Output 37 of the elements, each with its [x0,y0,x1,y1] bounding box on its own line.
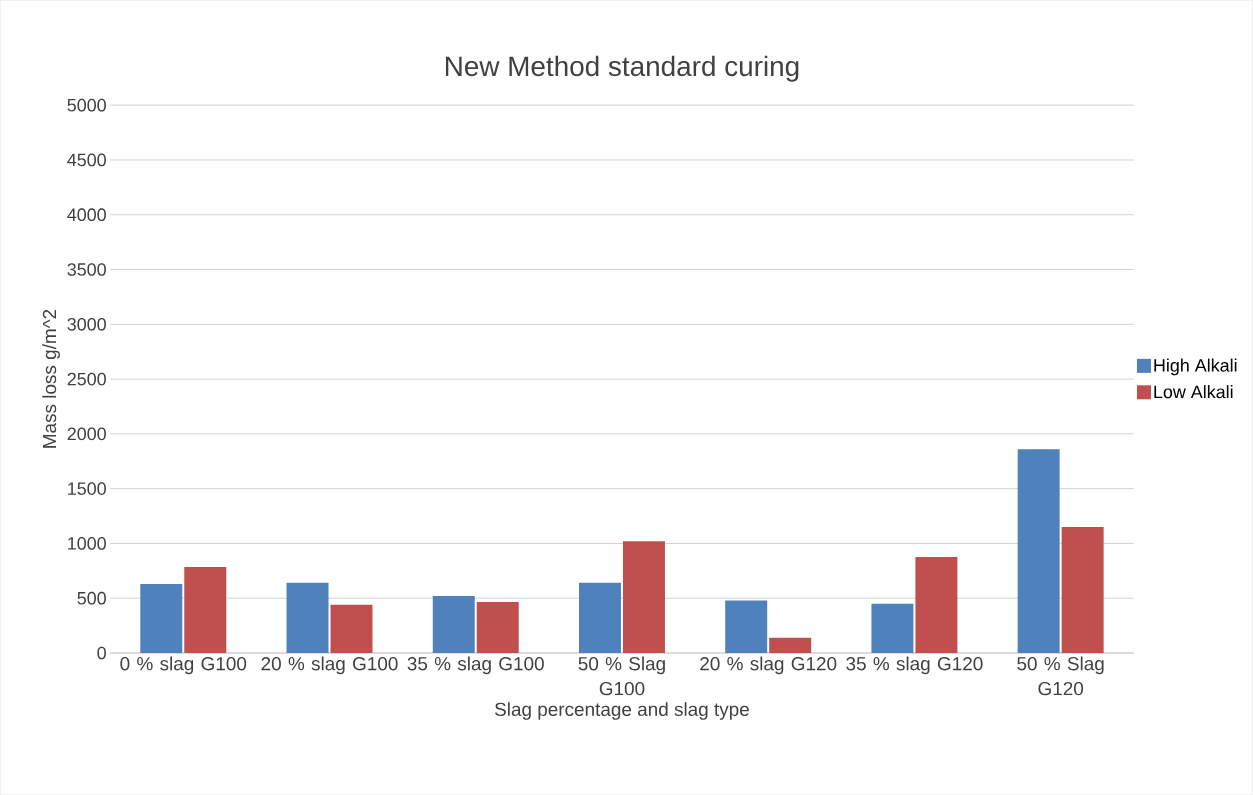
y-tick-label: 500 [77,591,106,605]
bar [1061,526,1104,653]
bar [184,566,227,653]
bar [432,595,475,653]
x-axis-title: Slag percentage and slag type [495,702,749,720]
bar [578,582,621,653]
y-tick-label: 3500 [67,263,106,276]
y-axis-title: Mass loss g/m^2 [42,309,60,448]
legend-label: Low Alkali [1154,384,1233,399]
y-tick-label: 2500 [67,372,106,386]
bar [330,604,373,653]
bar [915,556,958,653]
y-tick-label: 3000 [67,317,106,331]
bar [622,541,665,653]
y-tick-label: 1500 [68,482,106,495]
x-tick-label: 0 % slag G100 [120,656,247,675]
x-tick-label: 20 % slag G100 [261,656,398,675]
y-tick-label: 4500 [67,153,106,167]
bar [476,601,519,653]
legend-label: High Alkali [1154,358,1237,376]
y-tick-label: 2000 [67,427,106,441]
y-tick-label: 0 [97,646,106,660]
x-tick-label: 35 % slag G100 [407,656,544,675]
y-tick-label: 5000 [67,98,106,112]
x-tick-label: 20 % slag G120 [700,656,837,675]
bar [286,582,329,653]
bar [725,600,768,653]
x-tick-label: 50 % Slag G100 [578,656,665,696]
y-tick-label: 4000 [67,208,106,221]
chart-title: New Method standard curing [445,55,799,82]
bar [140,583,183,653]
bar [769,637,812,653]
y-tick-label: 1000 [68,537,106,550]
bar [871,603,914,653]
bar [1017,449,1060,653]
x-tick-label: 50 % Slag G120 [1017,656,1104,696]
x-tick-label: 35 % slag G120 [846,656,983,675]
